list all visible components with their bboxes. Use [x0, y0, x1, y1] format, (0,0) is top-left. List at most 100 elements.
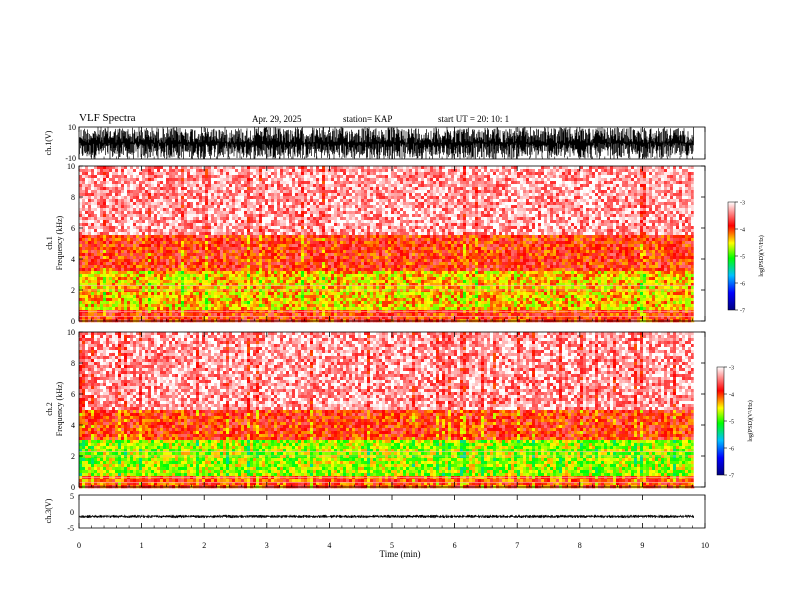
- spectrogram-cell: [361, 166, 364, 169]
- spectrogram-cell: [295, 226, 298, 229]
- spectrogram-cell: [118, 292, 121, 295]
- spectrogram-cell: [226, 283, 229, 286]
- spectrogram-cell: [310, 169, 313, 172]
- spectrogram-cell: [238, 298, 241, 301]
- spectrogram-cell: [259, 280, 262, 283]
- spectrogram-cell: [205, 259, 208, 262]
- spectrogram-cell: [217, 193, 220, 196]
- spectrogram-cell: [358, 217, 361, 220]
- spectrogram-cell: [82, 175, 85, 178]
- spectrogram-cell: [316, 286, 319, 289]
- spectrogram-cell: [238, 259, 241, 262]
- spectrogram-cell: [364, 286, 367, 289]
- spectrogram-cell: [349, 205, 352, 208]
- spectrogram-cell: [325, 187, 328, 190]
- spectrogram-cell: [298, 250, 301, 253]
- spectrogram-cell: [349, 292, 352, 295]
- spectrogram-cell: [343, 256, 346, 259]
- spectrogram-cell: [175, 274, 178, 277]
- spectrogram-cell: [91, 283, 94, 286]
- spectrogram-cell: [178, 247, 181, 250]
- spectrogram-cell: [178, 187, 181, 190]
- spectrogram-cell: [295, 301, 298, 304]
- spectrogram-cell: [334, 286, 337, 289]
- spectrogram-cell: [280, 250, 283, 253]
- spectrogram-cell: [91, 244, 94, 247]
- spectrogram-cell: [358, 166, 361, 169]
- spectrogram-cell: [301, 214, 304, 217]
- spectrogram-cell: [199, 238, 202, 241]
- spectrogram-cell: [322, 199, 325, 202]
- spectrogram-cell: [181, 283, 184, 286]
- spectrogram-cell: [115, 199, 118, 202]
- spectrogram-cell: [103, 253, 106, 256]
- spectrogram-cell: [322, 181, 325, 184]
- spectrogram-cell: [268, 217, 271, 220]
- spectrogram-cell: [292, 268, 295, 271]
- spectrogram-cell: [292, 190, 295, 193]
- spectrogram-cell: [82, 301, 85, 304]
- spectrogram-cell: [307, 217, 310, 220]
- spectrogram-cell: [151, 265, 154, 268]
- spectrogram-cell: [340, 244, 343, 247]
- spectrogram-cell: [304, 298, 307, 301]
- spectrogram-cell: [94, 205, 97, 208]
- spectrogram-cell: [226, 295, 229, 298]
- spectrogram-cell: [343, 277, 346, 280]
- spectrogram-cell: [133, 301, 136, 304]
- spectrogram-cell: [229, 256, 232, 259]
- spectrogram-cell: [247, 244, 250, 247]
- spectrogram-cell: [121, 181, 124, 184]
- spectrogram-cell: [235, 166, 238, 169]
- spectrogram-cell: [274, 205, 277, 208]
- spectrogram-cell: [301, 259, 304, 262]
- spectrogram-cell: [178, 295, 181, 298]
- spectrogram-cell: [250, 214, 253, 217]
- spectrogram-cell: [229, 220, 232, 223]
- spectrogram-cell: [211, 238, 214, 241]
- spectrogram-cell: [115, 193, 118, 196]
- spectrogram-cell: [151, 223, 154, 226]
- spectrogram-cell: [310, 166, 313, 169]
- spectrogram-cell: [103, 241, 106, 244]
- spectrogram-cell: [307, 184, 310, 187]
- spectrogram-cell: [139, 304, 142, 307]
- spectrogram-cell: [358, 274, 361, 277]
- spectrogram-cell: [259, 244, 262, 247]
- spectrogram-cell: [157, 205, 160, 208]
- spectrogram-cell: [277, 193, 280, 196]
- spectrogram-cell: [160, 229, 163, 232]
- spectrogram-cell: [256, 190, 259, 193]
- spectrogram-cell: [172, 193, 175, 196]
- spectrogram-cell: [253, 301, 256, 304]
- spectrogram-cell: [271, 175, 274, 178]
- spectrogram-cell: [85, 214, 88, 217]
- spectrogram-cell: [232, 235, 235, 238]
- spectrogram-cell: [220, 247, 223, 250]
- spectrogram-cell: [265, 313, 268, 316]
- spectrogram-cell: [253, 184, 256, 187]
- spectrogram-cell: [175, 244, 178, 247]
- spectrogram-cell: [244, 274, 247, 277]
- spectrogram-cell: [292, 286, 295, 289]
- spectrogram-cell: [310, 202, 313, 205]
- spectrogram-cell: [346, 202, 349, 205]
- spectrogram-cell: [217, 211, 220, 214]
- spectrogram-cell: [166, 214, 169, 217]
- spectrogram-cell: [181, 172, 184, 175]
- spectrogram-cell: [142, 250, 145, 253]
- spectrogram-cell: [325, 166, 328, 169]
- spectrogram-cell: [304, 232, 307, 235]
- spectrogram-cell: [340, 202, 343, 205]
- spectrogram-cell: [286, 220, 289, 223]
- spectrogram-cell: [313, 307, 316, 310]
- spectrogram-cell: [109, 226, 112, 229]
- spectrogram-cell: [148, 166, 151, 169]
- spectrogram-cell: [160, 265, 163, 268]
- spectrogram-cell: [259, 298, 262, 301]
- spectrogram-cell: [184, 256, 187, 259]
- spectrogram-cell: [286, 265, 289, 268]
- spectrogram-cell: [148, 238, 151, 241]
- spectrogram-cell: [130, 172, 133, 175]
- spectrogram-cell: [283, 217, 286, 220]
